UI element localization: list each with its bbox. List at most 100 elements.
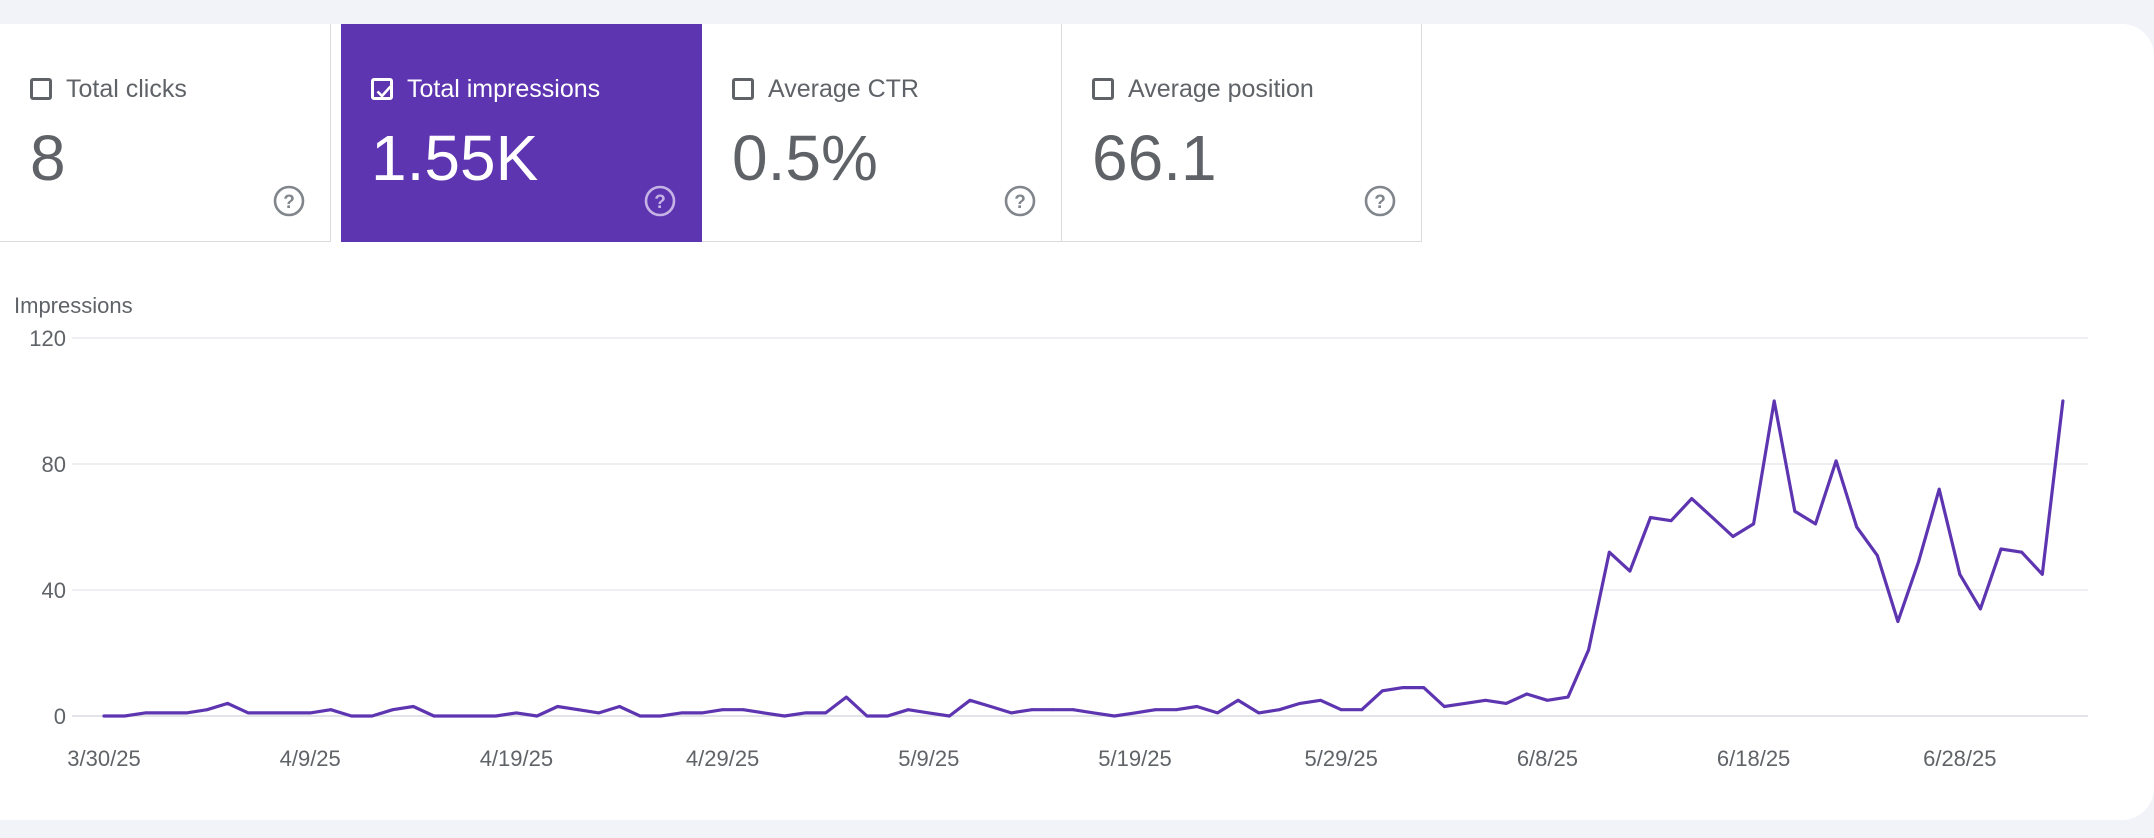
data-point — [1401, 686, 1405, 690]
data-point — [1030, 708, 1034, 712]
data-point — [185, 711, 188, 715]
data-point — [1607, 550, 1611, 554]
data-point — [1566, 695, 1570, 699]
metric-tabs: Total clicks 8 ? Total impressions 1.55K… — [0, 24, 1422, 242]
data-point — [329, 708, 333, 712]
data-point — [927, 711, 931, 715]
metric-label: Average CTR — [768, 75, 919, 103]
checkbox-unchecked-icon[interactable] — [732, 78, 754, 100]
data-point — [473, 714, 477, 718]
x-tick-label: 4/9/25 — [280, 746, 341, 771]
data-point — [1834, 459, 1838, 463]
data-point — [618, 705, 621, 708]
help-icon[interactable]: ? — [272, 184, 306, 218]
data-point — [267, 711, 271, 715]
data-point — [205, 708, 209, 712]
x-tick-label: 4/29/25 — [686, 746, 759, 771]
x-tick-label: 6/8/25 — [1517, 746, 1578, 771]
data-point — [494, 714, 498, 718]
data-point — [803, 711, 807, 715]
metric-average-position[interactable]: Average position 66.1 ? — [1062, 24, 1422, 242]
data-point — [411, 705, 415, 708]
checkbox-unchecked-icon[interactable] — [1092, 78, 1114, 100]
svg-text:?: ? — [1374, 192, 1386, 213]
x-tick-label: 5/19/25 — [1098, 746, 1171, 771]
data-point — [1504, 702, 1508, 705]
data-point — [1937, 487, 1941, 491]
data-point — [1814, 522, 1817, 526]
data-point — [1525, 692, 1529, 696]
metric-value: 1.55K — [371, 122, 539, 194]
data-point — [783, 714, 786, 718]
data-point — [1752, 522, 1755, 526]
svg-text:?: ? — [283, 192, 295, 213]
metric-header: Total impressions — [371, 74, 600, 104]
checkbox-unchecked-icon[interactable] — [30, 78, 52, 100]
svg-text:?: ? — [1014, 192, 1026, 213]
metric-header: Average position — [1092, 74, 1314, 104]
data-point — [1587, 648, 1591, 652]
metric-label: Total clicks — [66, 75, 187, 103]
data-point — [1112, 714, 1116, 718]
metric-average-ctr[interactable]: Average CTR 0.5% ? — [702, 24, 1062, 242]
data-point — [1154, 708, 1158, 712]
data-point — [535, 714, 539, 718]
metric-total-clicks[interactable]: Total clicks 8 ? — [0, 24, 331, 242]
data-point — [1009, 711, 1013, 715]
metric-value: 8 — [30, 122, 66, 194]
data-point — [1422, 686, 1426, 690]
data-point — [308, 711, 312, 715]
data-point — [824, 711, 828, 715]
data-point — [1339, 708, 1343, 712]
data-point — [679, 711, 683, 715]
data-point — [391, 708, 395, 712]
data-point — [1628, 569, 1632, 573]
data-point — [1360, 708, 1364, 712]
data-point — [865, 714, 869, 718]
data-point — [1319, 698, 1322, 702]
data-point — [453, 714, 456, 718]
data-point — [1999, 547, 2003, 551]
data-point — [886, 714, 889, 718]
metric-header: Total clicks — [30, 74, 187, 104]
data-point — [2040, 572, 2044, 576]
data-point — [844, 695, 848, 699]
svg-text:?: ? — [654, 192, 666, 213]
help-icon[interactable]: ? — [643, 184, 677, 218]
data-point — [1463, 702, 1467, 705]
y-axis-label: Impressions — [14, 293, 133, 318]
data-point — [659, 714, 663, 718]
metric-label: Total impressions — [407, 75, 601, 103]
data-point — [1731, 535, 1735, 538]
data-point — [1896, 620, 1900, 623]
data-point — [350, 714, 353, 718]
data-point — [1649, 516, 1652, 519]
checkbox-checked-icon[interactable] — [371, 78, 393, 100]
y-tick-label: 0 — [54, 704, 66, 729]
data-point — [246, 711, 250, 715]
data-point — [1793, 509, 1797, 513]
data-point — [721, 708, 724, 712]
data-point — [556, 705, 560, 708]
data-point — [1277, 708, 1281, 712]
data-point — [1092, 711, 1096, 715]
metric-total-impressions[interactable]: Total impressions 1.55K ? — [341, 24, 702, 242]
data-point — [1979, 607, 1982, 611]
data-point — [576, 708, 580, 712]
metric-value: 66.1 — [1092, 122, 1217, 194]
metric-header: Average CTR — [732, 74, 919, 104]
x-tick-label: 6/18/25 — [1717, 746, 1790, 771]
data-point — [989, 705, 993, 708]
data-point — [597, 711, 601, 715]
x-axis: 3/30/25 4/9/25 4/19/25 4/29/25 5/9/25 5/19/25… — [67, 746, 1996, 771]
impressions-series-line[interactable] — [102, 399, 2065, 718]
data-point — [1855, 525, 1859, 529]
data-point — [143, 711, 147, 715]
data-point — [288, 711, 291, 715]
data-point — [164, 711, 168, 715]
data-point — [1772, 399, 1776, 403]
help-icon[interactable]: ? — [1363, 184, 1397, 218]
help-icon[interactable]: ? — [1003, 184, 1037, 218]
data-point — [1174, 708, 1178, 712]
